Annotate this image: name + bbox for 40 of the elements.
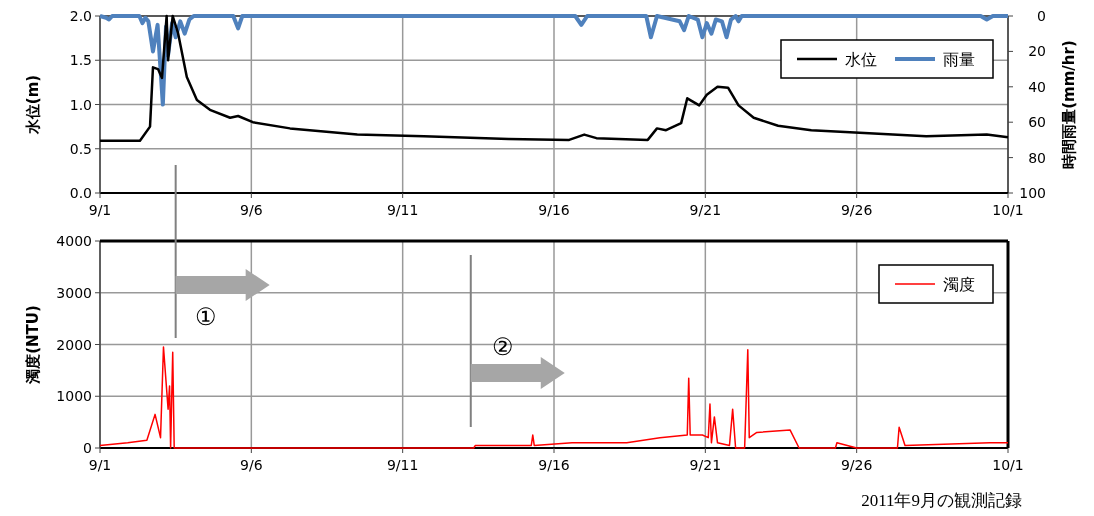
y-tick-label: 4000 xyxy=(56,233,92,249)
text: 2011年9月の観測記録 xyxy=(861,491,1022,510)
x-tick-label: 9/26 xyxy=(840,202,873,218)
x-tick-label: 10/1 xyxy=(992,457,1024,473)
x-tick-label: 9/26 xyxy=(840,457,873,473)
legend-label: 濁度 xyxy=(943,275,975,294)
y2-tick-label: 0 xyxy=(1037,8,1046,24)
ref-line-label: ② xyxy=(491,334,514,360)
y-tick-label: 3000 xyxy=(56,284,92,301)
y2-axis-title: 時間雨量(mm/hr) xyxy=(1060,40,1078,169)
y2-tick-label: 40 xyxy=(1028,78,1046,95)
y2-tick-label: 20 xyxy=(1028,43,1046,60)
y-tick-label: 1.5 xyxy=(69,52,92,69)
y-axis-title: 水位(m) xyxy=(24,74,42,136)
y-tick-label: 2000 xyxy=(56,336,92,353)
y-tick-label: 0 xyxy=(83,440,92,456)
y-tick-label: 1.0 xyxy=(69,96,92,113)
x-tick-label: 9/11 xyxy=(386,202,419,218)
x-tick-label: 9/6 xyxy=(240,202,263,218)
x-tick-label: 9/1 xyxy=(88,457,112,473)
y-tick-label: 1000 xyxy=(56,388,92,405)
y2-tick-label: 60 xyxy=(1028,114,1046,131)
y2-tick-label: 80 xyxy=(1028,149,1046,166)
y-tick-label: 0.0 xyxy=(69,185,92,201)
x-tick-label: 9/11 xyxy=(386,457,419,473)
x-tick-label: 9/21 xyxy=(689,457,722,473)
ref-line-label: ① xyxy=(194,304,217,330)
x-tick-label: 9/16 xyxy=(538,457,570,473)
y-tick-label: 0.5 xyxy=(69,140,92,157)
legend-label: 雨量 xyxy=(943,50,975,69)
x-tick-label: 9/21 xyxy=(689,202,722,218)
x-tick-label: 9/6 xyxy=(240,457,263,473)
y-tick-label: 2.0 xyxy=(69,8,92,24)
x-tick-label: 9/16 xyxy=(538,202,570,218)
legend: 濁度 xyxy=(878,264,994,304)
legend-label: 水位 xyxy=(845,50,877,69)
x-tick-label: 10/1 xyxy=(992,202,1024,218)
y2-tick-label: 100 xyxy=(1019,185,1046,201)
x-tick-label: 9/1 xyxy=(88,202,112,218)
y-axis-title: 濁度(NTU) xyxy=(24,305,42,385)
